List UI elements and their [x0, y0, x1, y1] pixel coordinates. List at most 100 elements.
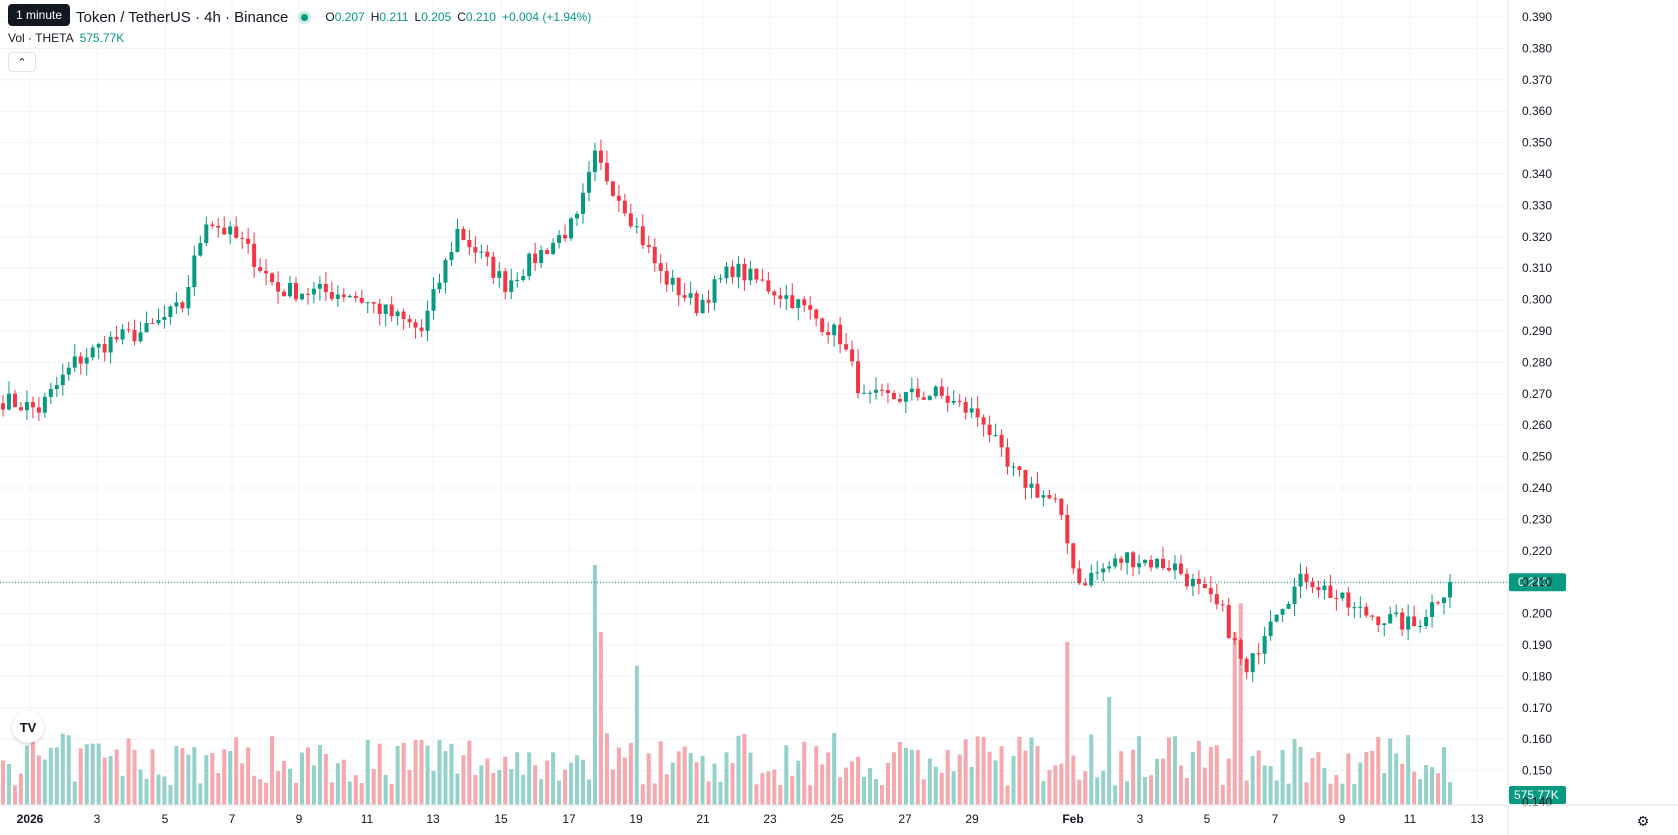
candle-body: [563, 235, 568, 239]
candle-body: [1196, 579, 1201, 584]
candle-body: [1101, 568, 1106, 573]
volume-bar: [1238, 603, 1243, 805]
volume-bar: [610, 769, 615, 805]
candle-body: [557, 235, 562, 243]
candle-body: [688, 293, 693, 298]
symbol-title[interactable]: Token / TetherUS · 4h · Binance: [76, 8, 289, 26]
candle-body: [1011, 466, 1016, 468]
candle-body: [168, 306, 173, 317]
volume-bar: [138, 769, 143, 805]
volume-bar: [353, 775, 358, 805]
candle-body: [1430, 602, 1435, 617]
volume-bar: [347, 781, 352, 805]
volume-bar: [664, 774, 669, 805]
volume-bar: [1208, 746, 1213, 805]
volume-bar: [1160, 758, 1165, 805]
candle-body: [610, 181, 615, 196]
candle-body: [760, 279, 765, 281]
volume-bar: [305, 747, 310, 805]
candle-body: [389, 304, 394, 317]
chevron-up-icon[interactable]: ⌃: [8, 52, 36, 72]
candle-body: [210, 224, 215, 226]
volume-bar: [1125, 781, 1130, 805]
volume-bar: [563, 769, 568, 805]
volume-bar: [1352, 783, 1357, 805]
candle-body: [891, 392, 896, 399]
volume-bar: [270, 736, 275, 805]
volume-bar: [1172, 736, 1177, 805]
price-tick-label: 0.270: [1522, 387, 1552, 401]
candle-body: [186, 287, 191, 309]
candle-body: [945, 395, 950, 403]
candle-body: [736, 263, 741, 278]
price-tick-label: 0.170: [1522, 701, 1552, 715]
volume-bar: [868, 768, 873, 805]
time-tick-label: 7: [229, 812, 236, 826]
volume-bar: [515, 752, 520, 805]
gear-icon[interactable]: ⚙: [1636, 812, 1650, 829]
candle-body: [664, 270, 669, 285]
chart-grid: [0, 0, 1508, 805]
candle-body: [826, 331, 831, 336]
candle-body: [341, 294, 346, 298]
candle-body: [1035, 483, 1040, 498]
tradingview-logo-icon[interactable]: TV: [12, 711, 44, 743]
volume-bar: [1184, 777, 1189, 805]
candle-body: [730, 266, 735, 278]
volume-bar: [144, 778, 149, 805]
candle-body: [431, 289, 436, 311]
candle-body: [150, 323, 155, 325]
volume-bar: [132, 749, 137, 805]
volume-value: 575.77K: [79, 31, 125, 45]
volume-bar: [784, 745, 789, 805]
volume-bar: [365, 739, 370, 805]
candle-body: [156, 319, 161, 324]
candle-body: [1436, 602, 1441, 604]
volume-bar: [903, 747, 908, 805]
volume-bar: [359, 783, 364, 805]
volume-bar: [1155, 758, 1160, 805]
volume-bar: [682, 746, 687, 805]
time-tick-label: 13: [426, 812, 440, 826]
volume-bar: [927, 758, 932, 805]
candle-body: [515, 279, 520, 281]
volume-bar: [694, 762, 699, 805]
candle-body: [335, 294, 340, 299]
candle-body: [718, 278, 723, 280]
volume-bar: [180, 748, 185, 805]
volume-bar: [288, 768, 293, 805]
volume-bar: [335, 763, 340, 805]
volume-bar: [760, 773, 765, 805]
candle-body: [802, 299, 807, 306]
volume-legend[interactable]: Vol · THETA 575.77K: [8, 31, 124, 45]
volume-bar: [1065, 641, 1070, 805]
candle-body: [1250, 653, 1255, 673]
volume-bar: [1089, 734, 1094, 805]
time-tick-label: 21: [696, 812, 710, 826]
candle-body: [533, 253, 538, 264]
volume-bar: [1077, 779, 1082, 805]
candle-body: [96, 344, 101, 348]
volume-bar: [1071, 755, 1076, 805]
candle-body: [539, 250, 544, 264]
candle-body: [497, 271, 502, 278]
candle-body: [1166, 568, 1171, 571]
candle-body: [975, 408, 980, 418]
candle-body: [784, 295, 789, 299]
candle-body: [437, 282, 442, 290]
volume-bar: [945, 749, 950, 805]
volume-bar: [1292, 738, 1297, 805]
candle-body: [1340, 592, 1345, 599]
volume-bar: [323, 753, 328, 805]
volume-bar: [1364, 752, 1369, 805]
candle-body: [1286, 604, 1291, 609]
market-status-icon[interactable]: [298, 10, 312, 24]
candle-body: [897, 398, 902, 402]
volume-bar: [1095, 777, 1100, 805]
price-tick-label: 0.210: [1522, 575, 1552, 589]
time-tick-label: 7: [1272, 812, 1279, 826]
candle-body: [1089, 572, 1094, 586]
candle-body: [1131, 552, 1136, 568]
candle-body: [282, 291, 287, 297]
